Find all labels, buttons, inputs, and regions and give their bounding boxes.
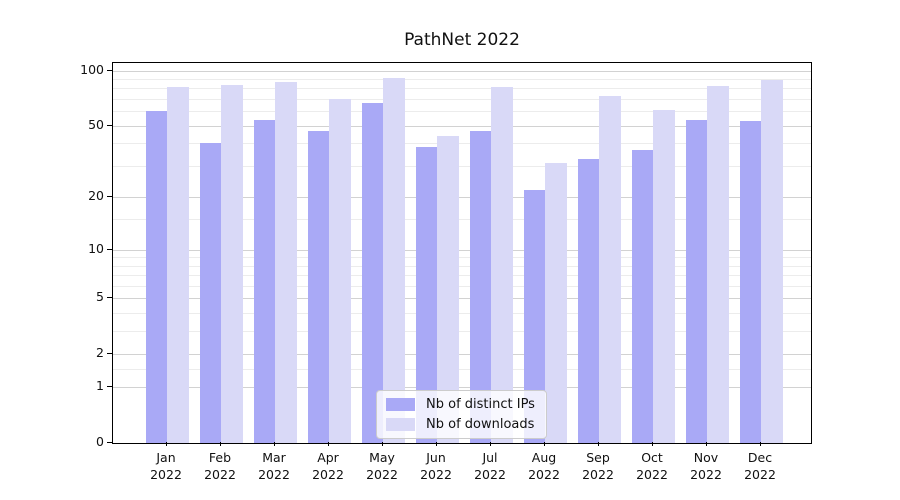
y-tick-mark <box>107 297 112 299</box>
gridline-minor <box>113 275 811 277</box>
bar-nb-of-distinct-ips-feb <box>199 143 221 443</box>
bar-nb-of-distinct-ips-nov <box>685 119 707 443</box>
bar-nb-of-downloads-nov <box>707 85 729 443</box>
chart-title: PathNet 2022 <box>404 30 520 50</box>
gridline-minor <box>113 111 811 113</box>
gridline-minor <box>113 165 811 167</box>
x-tick-mark <box>382 442 383 446</box>
x-tick-label: Jan 2022 <box>150 450 182 482</box>
y-tick-label: 20 <box>88 188 104 204</box>
y-tick-label: 1 <box>96 378 104 394</box>
y-tick-label: 5 <box>96 289 104 305</box>
bar-nb-of-downloads-dec <box>761 79 783 443</box>
bar-nb-of-downloads-may <box>383 78 405 443</box>
y-tick-mark <box>107 124 112 126</box>
bar-nb-of-distinct-ips-may <box>361 102 383 443</box>
gridline-major <box>113 249 811 251</box>
bar-nb-of-distinct-ips-apr <box>307 130 329 443</box>
x-tick-label: Mar 2022 <box>258 450 290 482</box>
x-tick-label: Jun 2022 <box>420 450 452 482</box>
x-tick-label: Aug 2022 <box>528 450 560 482</box>
gridline-minor <box>113 369 811 371</box>
x-tick-mark <box>220 442 221 446</box>
gridline-minor <box>113 219 811 221</box>
bar-nb-of-downloads-jan <box>167 87 189 443</box>
x-tick-label: Oct 2022 <box>636 450 668 482</box>
y-tick-mark <box>107 196 112 198</box>
gridline-major <box>113 125 811 127</box>
bar-nb-of-downloads-feb <box>221 84 243 443</box>
gridline-minor <box>113 331 811 333</box>
bar-nb-of-downloads-oct <box>653 110 675 443</box>
gridline-minor <box>113 257 811 259</box>
legend-row: Nb of distinct IPs <box>386 397 535 412</box>
x-tick-mark <box>652 442 653 446</box>
gridline-major <box>113 387 811 389</box>
bar-nb-of-downloads-jun <box>437 135 459 443</box>
y-tick-mark <box>107 248 112 250</box>
y-tick-mark <box>107 353 112 355</box>
bar-layer <box>113 63 811 443</box>
x-tick-mark <box>166 442 167 446</box>
x-tick-label: Feb 2022 <box>204 450 236 482</box>
bar-nb-of-distinct-ips-sep <box>577 158 599 443</box>
legend-swatch-distinct-ips <box>386 398 415 411</box>
x-tick-mark <box>706 442 707 446</box>
y-tick-label: 50 <box>88 116 104 132</box>
gridline-minor <box>113 313 811 315</box>
x-tick-label: Dec 2022 <box>744 450 776 482</box>
gridline-major <box>113 298 811 300</box>
x-tick-label: Apr 2022 <box>312 450 344 482</box>
x-tick-label: Nov 2022 <box>690 450 722 482</box>
gridline-major <box>113 197 811 199</box>
y-tick-mark <box>107 442 112 443</box>
gridline-major <box>113 70 811 72</box>
bar-nb-of-downloads-apr <box>329 99 351 443</box>
x-tick-mark <box>328 442 329 446</box>
bar-nb-of-distinct-ips-jul <box>469 130 491 443</box>
bar-nb-of-downloads-mar <box>275 81 297 443</box>
gridline-minor <box>113 143 811 145</box>
y-tick-label: 0 <box>96 434 104 449</box>
y-tick-mark <box>107 386 112 388</box>
x-tick-mark <box>490 442 491 446</box>
gridline-major <box>113 354 811 356</box>
bar-nb-of-distinct-ips-oct <box>631 149 653 443</box>
bar-nb-of-downloads-aug <box>545 163 567 443</box>
y-tick-label: 100 <box>80 61 104 77</box>
x-tick-label: Sep 2022 <box>582 450 614 482</box>
legend-label-downloads: Nb of downloads <box>426 417 535 432</box>
legend-swatch-downloads <box>386 418 415 431</box>
plot-area <box>112 62 812 444</box>
gridline-minor <box>113 286 811 287</box>
bar-nb-of-distinct-ips-aug <box>523 190 545 443</box>
bar-nb-of-distinct-ips-mar <box>253 119 275 443</box>
bar-nb-of-distinct-ips-jan <box>145 111 167 443</box>
bar-nb-of-downloads-sep <box>599 95 621 443</box>
gridline-minor <box>113 79 811 80</box>
grid-layer <box>113 63 811 443</box>
x-tick-mark <box>436 442 437 446</box>
legend-row: Nb of downloads <box>386 417 535 432</box>
gridline-minor <box>113 88 811 90</box>
y-tick-label: 2 <box>96 345 104 361</box>
y-tick-mark <box>107 69 112 71</box>
bar-nb-of-distinct-ips-jun <box>415 147 437 443</box>
legend: Nb of distinct IPs Nb of downloads <box>376 390 547 439</box>
bar-nb-of-distinct-ips-dec <box>739 121 761 443</box>
x-tick-mark <box>760 442 761 446</box>
legend-label-distinct-ips: Nb of distinct IPs <box>426 397 535 412</box>
x-tick-label: Jul 2022 <box>474 450 506 482</box>
gridline-minor <box>113 265 811 267</box>
x-tick-mark <box>598 442 599 446</box>
bar-nb-of-downloads-jul <box>491 87 513 443</box>
gridline-minor <box>113 99 811 101</box>
x-tick-mark <box>274 442 275 446</box>
y-tick-label: 10 <box>88 240 104 256</box>
x-tick-mark <box>544 442 545 446</box>
x-tick-label: May 2022 <box>366 450 398 482</box>
